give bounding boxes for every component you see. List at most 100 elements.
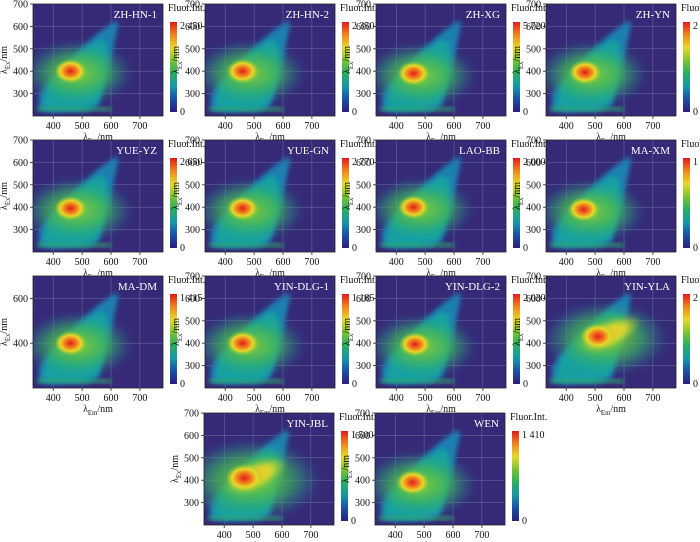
colorbar (513, 158, 520, 248)
peak-core (567, 197, 600, 222)
x-tick-label: 600 (104, 257, 119, 268)
peak-core (580, 323, 616, 350)
y-tick-label: 500 (526, 44, 541, 55)
y-tick-label: 700 (185, 136, 200, 147)
colorbar-max-label: 1 415 (180, 293, 203, 304)
y-tick-label: 700 (356, 272, 371, 283)
colorbar-min-label: 0 (180, 379, 185, 390)
uv-band (380, 379, 454, 384)
uv-band (379, 516, 453, 521)
x-tick-label: 700 (304, 121, 319, 132)
eem-panel-yin-yla: 400 500 600 700 300 400 500 600 700 λEm/nm λEx/nm Y… (512, 272, 700, 418)
y-tick-label: 500 (356, 44, 371, 55)
y-axis-label: λEx/nm (512, 182, 525, 210)
y-tick-label: 300 (526, 361, 541, 372)
x-tick-label: 500 (75, 121, 90, 132)
uv-band (380, 107, 454, 112)
y-tick-label: 600 (184, 431, 199, 442)
y-tick-label: 300 (185, 361, 200, 372)
x-tick-label: 600 (104, 121, 119, 132)
x-tick-label: 700 (132, 257, 147, 268)
x-tick-label: 400 (388, 530, 403, 541)
colorbar-max-label: 2 000 (523, 157, 546, 168)
x-tick-label: 600 (276, 121, 291, 132)
y-tick-label: 500 (185, 180, 200, 191)
peak-core (226, 196, 259, 221)
colorbar-max-label: 2 770 (352, 157, 375, 168)
eem-panel-yin-dlg-2: 400500600700300400500600700λEm/nmλEx/nmY… (342, 272, 548, 418)
colorbar (683, 294, 690, 384)
x-tick-label: 500 (75, 393, 90, 404)
y-tick-label: 400 (13, 339, 28, 350)
colorbar-max-label: 1 970 (693, 157, 700, 168)
y-axis-label: λEx/nm (171, 182, 184, 210)
x-tick-label: 400 (46, 257, 61, 268)
uv-band (37, 243, 112, 248)
colorbar-min-label: 0 (352, 243, 357, 254)
y-tick-label: 400 (526, 339, 541, 350)
x-tick-label: 500 (247, 121, 262, 132)
eem-panel-zh-yn: 400500600700300400500600700λEm/nmλEx/nmZ… (512, 0, 700, 145)
y-tick-label: 600 (13, 22, 28, 33)
x-tick-label: 400 (217, 530, 232, 541)
colorbar-min-label: 0 (693, 379, 698, 390)
colorbar-min-label: 0 (523, 107, 528, 118)
y-tick-label: 300 (184, 498, 199, 509)
colorbar-max-label: 2 450 (180, 21, 203, 32)
y-tick-label: 400 (355, 476, 370, 487)
colorbar-title: Fluor.Int. (340, 275, 377, 286)
uv-band (550, 107, 624, 112)
y-axis-label: λEx/nm (170, 455, 183, 483)
y-tick-label: 300 (185, 89, 200, 100)
panel-title: YUE-GN (287, 145, 329, 157)
y-tick-label: 300 (13, 89, 28, 100)
y-axis-label: λEx/nm (512, 46, 525, 74)
colorbar (342, 22, 349, 112)
colorbar (683, 22, 690, 112)
y-axis-label: λEx/nm (0, 318, 12, 346)
colorbar-title: Fluor.Int. (511, 275, 548, 286)
y-tick-label: 400 (356, 67, 371, 78)
colorbar (341, 431, 348, 521)
colorbar-max-label: 2 200 (693, 293, 700, 304)
x-axis-label: λEm/nm (83, 404, 113, 417)
panel-title: YIN-YLA (624, 281, 670, 293)
colorbar-max-label: 2 120 (693, 21, 700, 32)
colorbar-max-label: 1 185 (352, 293, 375, 304)
y-tick-label: 700 (184, 409, 199, 420)
y-tick-label: 700 (355, 409, 370, 420)
y-tick-label: 600 (185, 22, 200, 33)
colorbar-min-label: 0 (352, 379, 357, 390)
y-tick-label: 500 (184, 453, 199, 464)
y-tick-label: 500 (13, 180, 28, 191)
y-tick-label: 300 (13, 225, 28, 236)
y-axis-label: λEx/nm (341, 455, 354, 483)
plot-frame (545, 275, 677, 389)
peak-core (54, 331, 87, 356)
panel-title: YUE-YZ (116, 145, 157, 157)
colorbar (170, 294, 177, 384)
x-tick-label: 700 (645, 121, 660, 132)
y-tick-label: 700 (356, 0, 371, 11)
eem-panel-zh-hn-1: 400500600700300400500600700λEm/nmλEx/nmZ… (0, 0, 205, 145)
x-tick-label: 400 (559, 257, 574, 268)
panel-title: MA-XM (631, 145, 670, 157)
plot-frame (204, 275, 336, 389)
x-tick-label: 700 (475, 121, 490, 132)
y-tick-label: 400 (526, 203, 541, 214)
eem-panel-zh-xg: 400500600700300400500600700λEm/nmλEx/nmZ… (342, 0, 548, 145)
colorbar-min-label: 0 (523, 243, 528, 254)
y-axis-label: λEx/nm (342, 318, 355, 346)
plot-frame (374, 412, 506, 526)
y-axis-label: λEx/nm (342, 182, 355, 210)
colorbar-max-label: 5 720 (523, 21, 546, 32)
colorbar-max-label: 2 030 (523, 293, 546, 304)
y-tick-label: 600 (526, 22, 541, 33)
peak-core (226, 331, 259, 356)
colorbar-title: Fluor.Int. (168, 275, 205, 286)
y-tick-label: 700 (185, 272, 200, 283)
x-axis-label: λEm/nm (596, 404, 626, 417)
x-tick-label: 400 (218, 257, 233, 268)
colorbar-title: Fluor.Int. (168, 3, 205, 14)
y-tick-label: 400 (13, 67, 28, 78)
